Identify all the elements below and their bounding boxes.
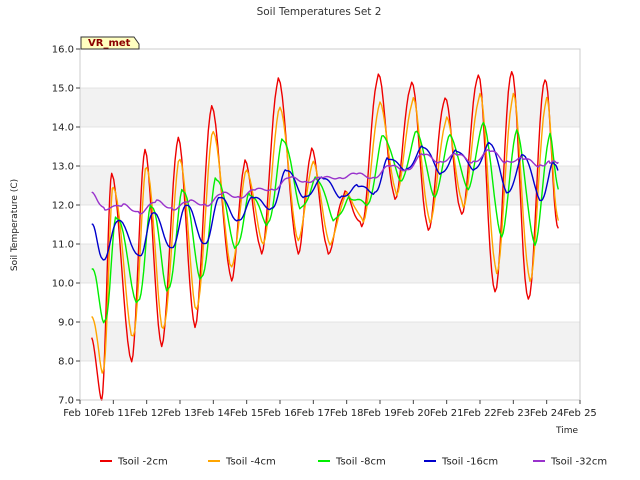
plot-band bbox=[80, 49, 580, 88]
x-tick-label: Feb 15 bbox=[230, 408, 264, 419]
x-tick-label: Feb 14 bbox=[197, 408, 231, 419]
legend-label: Tsoil -16cm bbox=[441, 457, 498, 468]
x-tick-label: Feb 17 bbox=[297, 408, 331, 419]
legend-label: Tsoil -8cm bbox=[335, 457, 386, 468]
x-tick-label: Feb 20 bbox=[397, 408, 431, 419]
x-tick-label: Feb 18 bbox=[330, 408, 364, 419]
y-tick-label: 9.0 bbox=[58, 318, 74, 329]
series-line-tsoil-4cm bbox=[91, 92, 559, 374]
legend-label: Tsoil -32cm bbox=[550, 457, 607, 468]
x-axis-ticks: Feb 10 Feb 11 Feb 12 Feb 13 Feb 14 Feb 15 Feb … bbox=[63, 400, 597, 419]
y-tick-label: 11.0 bbox=[52, 240, 74, 251]
legend: Tsoil -2cm Tsoil -4cm Tsoil -8cm Tsoil -16c… bbox=[100, 457, 607, 468]
x-tick-label: Feb 11 bbox=[97, 408, 131, 419]
chart-title: Soil Temperatures Set 2 bbox=[257, 6, 382, 18]
series-line-tsoil-2cm bbox=[91, 71, 559, 401]
x-tick-label: Feb 21 bbox=[430, 408, 464, 419]
series-line-tsoil-16cm bbox=[91, 141, 559, 261]
y-tick-label: 8.0 bbox=[58, 357, 74, 368]
series-line-tsoil-8cm bbox=[91, 121, 559, 324]
y-tick-label: 10.0 bbox=[52, 279, 74, 290]
station-badge: VR_met bbox=[80, 36, 140, 50]
badge-label: VR_met bbox=[88, 38, 131, 49]
x-tick-label: Feb 13 bbox=[163, 408, 197, 419]
x-axis-title: Time bbox=[555, 426, 578, 436]
plot-band bbox=[80, 283, 580, 322]
series-layer bbox=[91, 71, 559, 401]
x-tick-label: Feb 24 bbox=[530, 408, 564, 419]
x-tick-label: Feb 22 bbox=[463, 408, 497, 419]
legend-label: Tsoil -2cm bbox=[117, 457, 168, 468]
y-tick-label: 13.0 bbox=[52, 162, 74, 173]
plot-band bbox=[80, 88, 580, 127]
y-tick-label: 7.0 bbox=[58, 396, 74, 407]
x-tick-label: Feb 12 bbox=[130, 408, 164, 419]
x-tick-label: Feb 25 bbox=[563, 408, 597, 419]
y-axis-title: Soil Temperature (C) bbox=[10, 179, 20, 271]
plot-background-bands bbox=[80, 49, 580, 400]
plot-band bbox=[80, 322, 580, 361]
plot-band bbox=[80, 166, 580, 205]
plot-band bbox=[80, 361, 580, 400]
y-tick-label: 16.0 bbox=[52, 45, 74, 56]
plot-frame bbox=[79, 48, 581, 401]
badge-shape bbox=[80, 36, 140, 50]
x-tick-label: Feb 19 bbox=[363, 408, 397, 419]
x-tick-label: Feb 16 bbox=[263, 408, 297, 419]
legend-label: Tsoil -4cm bbox=[225, 457, 276, 468]
y-tick-label: 12.0 bbox=[52, 201, 74, 212]
x-tick-label: Feb 23 bbox=[497, 408, 531, 419]
y-axis-ticks: 7.0 8.0 9.0 10.0 11.0 12.0 13.0 14.0 15.0 16.0 bbox=[52, 45, 80, 407]
y-tick-label: 15.0 bbox=[52, 84, 74, 95]
x-tick-label: Feb 10 bbox=[63, 408, 97, 419]
y-tick-label: 14.0 bbox=[52, 123, 74, 134]
series-line-tsoil-32cm bbox=[91, 148, 559, 215]
